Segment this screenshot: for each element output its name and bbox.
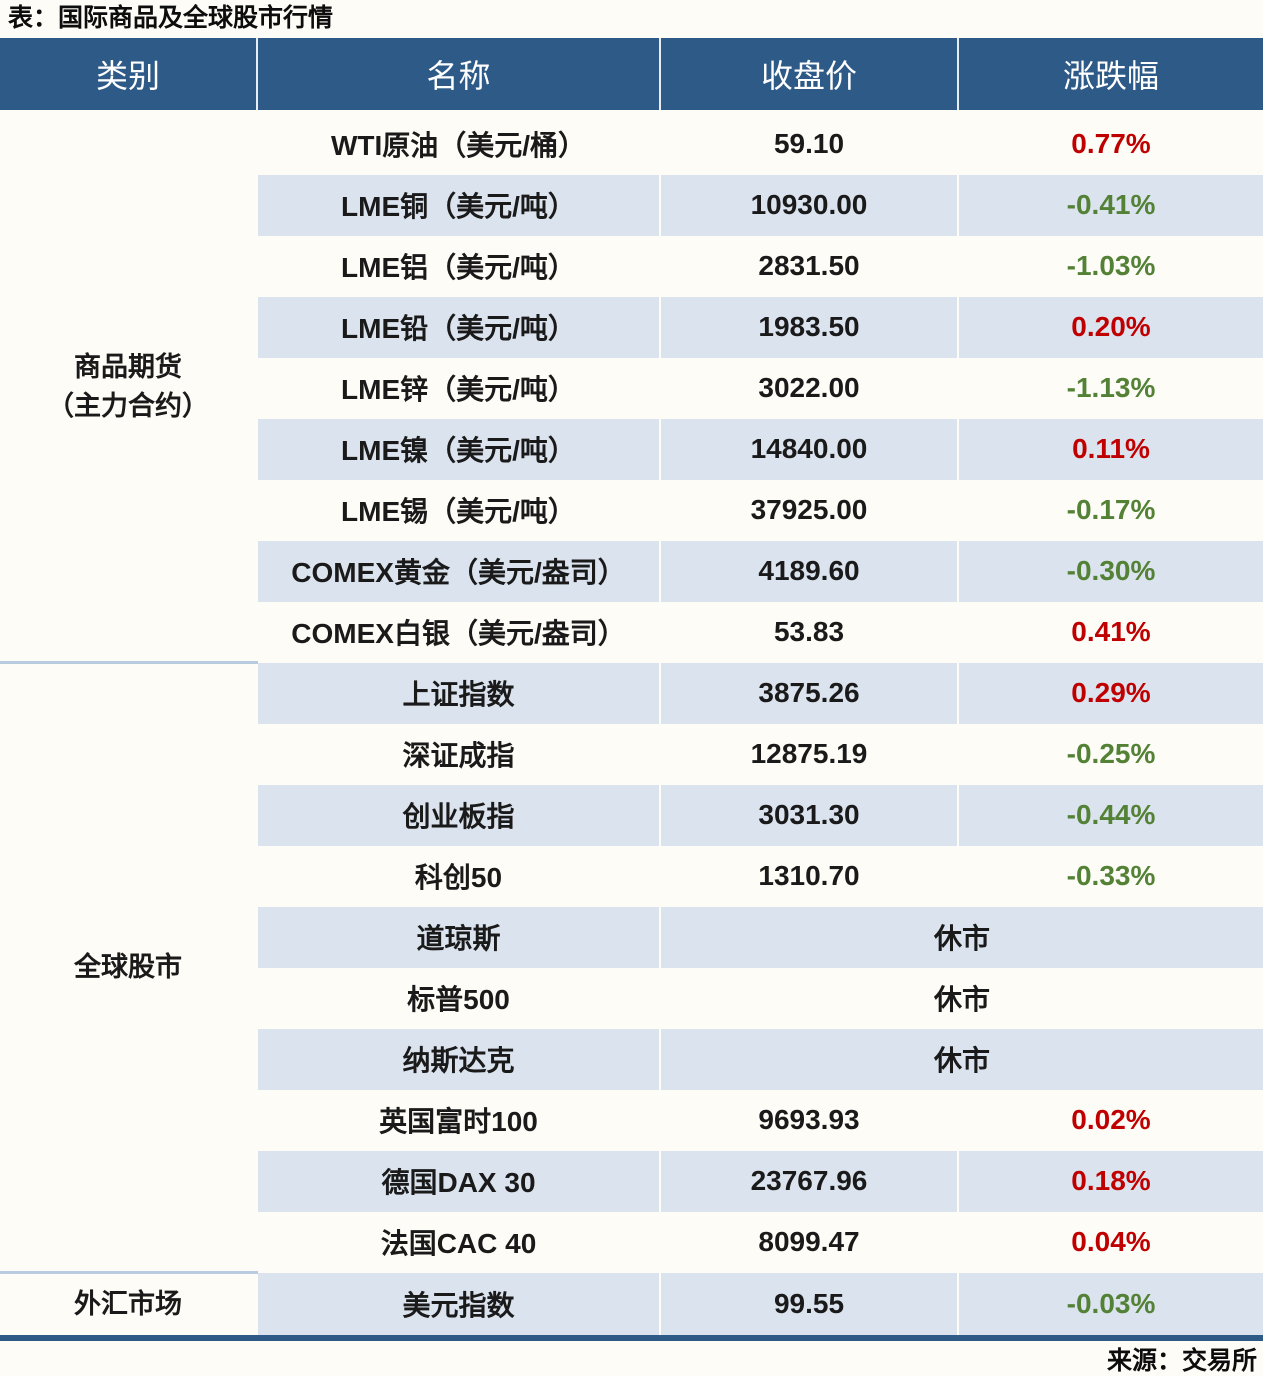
close-price-cell: 37925.00 xyxy=(660,479,959,541)
change-percent-cell: -0.30% xyxy=(958,540,1263,602)
table-row: 纳斯达克 休市 xyxy=(0,1028,1263,1090)
change-percent-cell: -1.13% xyxy=(1066,372,1156,403)
change-percent-cell: 0.04% xyxy=(1071,1226,1151,1257)
column-header-name: 名称 xyxy=(257,37,661,114)
table-row: 英国富时100 9693.93 0.02% xyxy=(0,1089,1263,1151)
table-header: 类别 名称 收盘价 涨跌幅 xyxy=(0,37,1263,114)
category-label-line: 商品期货 xyxy=(74,352,182,383)
close-price-cell: 3022.00 xyxy=(660,357,959,419)
instrument-name-cell: 法国CAC 40 xyxy=(257,1211,661,1273)
instrument-name-cell: COMEX白银（美元/盎司） xyxy=(257,601,661,663)
table-bottom-rule xyxy=(0,1335,1263,1341)
close-price-cell: 9693.93 xyxy=(660,1089,959,1151)
market-closed-cell: 休市 xyxy=(660,1028,1263,1090)
category-cell: 商品期货 （主力合约） xyxy=(0,111,258,664)
close-price-cell: 2831.50 xyxy=(660,235,959,297)
table-row: 标普500 休市 xyxy=(0,967,1263,1029)
close-price-cell: 23767.96 xyxy=(660,1150,959,1212)
close-price-cell: 1310.70 xyxy=(660,845,959,907)
change-percent-cell: -0.33% xyxy=(1066,860,1156,891)
instrument-name-cell: 标普500 xyxy=(257,967,661,1029)
change-percent-cell: -0.41% xyxy=(958,174,1263,236)
instrument-name-cell: LME铝（美元/吨） xyxy=(257,235,661,297)
table-body: 商品期货 （主力合约） WTI原油（美元/桶） 59.10 0.77% LME铜（美元/吨… xyxy=(0,111,1263,1335)
change-percent-cell: -0.25% xyxy=(1066,738,1156,769)
table-row: 创业板指 3031.30 -0.44% xyxy=(0,784,1263,846)
close-price-cell: 8099.47 xyxy=(660,1211,959,1273)
category-label-line: 全球股市 xyxy=(74,951,182,982)
instrument-name-cell: LME铜（美元/吨） xyxy=(257,174,661,236)
instrument-name-cell: 上证指数 xyxy=(257,662,661,724)
instrument-name-cell: 科创50 xyxy=(257,845,661,907)
close-price-cell: 4189.60 xyxy=(660,540,959,602)
category-label-line: （主力合约） xyxy=(47,391,209,422)
instrument-name-cell: 深证成指 xyxy=(257,723,661,785)
category-label-line: 外汇市场 xyxy=(74,1288,182,1319)
instrument-name-cell: 道琼斯 xyxy=(257,906,661,968)
change-percent-cell: 0.02% xyxy=(1071,1104,1151,1135)
change-percent-cell: -0.03% xyxy=(958,1272,1263,1335)
change-percent-cell: 0.77% xyxy=(1071,128,1151,159)
close-price-cell: 59.10 xyxy=(660,111,959,175)
instrument-name-cell: LME铅（美元/吨） xyxy=(257,296,661,358)
close-price-cell: 14840.00 xyxy=(660,418,959,480)
column-header-change: 涨跌幅 xyxy=(958,37,1263,114)
change-percent-cell: 0.29% xyxy=(958,662,1263,724)
table-row: 商品期货 （主力合约） WTI原油（美元/桶） 59.10 0.77% xyxy=(0,111,1263,664)
table-row: COMEX黄金（美元/盎司） 4189.60 -0.30% xyxy=(0,540,1263,602)
table-row: LME锡（美元/吨） 37925.00 -0.17% xyxy=(0,479,1263,541)
header-row: 类别 名称 收盘价 涨跌幅 xyxy=(0,37,1263,114)
table-row: 道琼斯 休市 xyxy=(0,906,1263,968)
instrument-name-cell: 创业板指 xyxy=(257,784,661,846)
close-price-cell: 12875.19 xyxy=(660,723,959,785)
change-percent-cell: -0.17% xyxy=(1066,494,1156,525)
table-row: 全球股市 上证指数 3875.26 0.29% xyxy=(0,662,1263,1274)
instrument-name-cell: 英国富时100 xyxy=(257,1089,661,1151)
instrument-name-cell: 德国DAX 30 xyxy=(257,1150,661,1212)
instrument-name-cell: 纳斯达克 xyxy=(257,1028,661,1090)
close-price-cell: 10930.00 xyxy=(660,174,959,236)
column-header-category: 类别 xyxy=(0,37,258,114)
page-title: 表：国际商品及全球股市行情 xyxy=(8,4,334,32)
table-row: 德国DAX 30 23767.96 0.18% xyxy=(0,1150,1263,1212)
table-row: LME铜（美元/吨） 10930.00 -0.41% xyxy=(0,174,1263,236)
close-price-cell: 53.83 xyxy=(660,601,959,663)
category-cell: 全球股市 xyxy=(0,662,258,1274)
change-percent-cell: 0.20% xyxy=(958,296,1263,358)
table-row: COMEX白银（美元/盎司） 53.83 0.41% xyxy=(0,601,1263,663)
table-row: LME铝（美元/吨） 2831.50 -1.03% xyxy=(0,235,1263,297)
close-price-cell: 1983.50 xyxy=(660,296,959,358)
table-row: 科创50 1310.70 -0.33% xyxy=(0,845,1263,907)
close-price-cell: 3875.26 xyxy=(660,662,959,724)
close-price-cell: 99.55 xyxy=(660,1272,959,1335)
table-row: LME锌（美元/吨） 3022.00 -1.13% xyxy=(0,357,1263,419)
instrument-name-cell: WTI原油（美元/桶） xyxy=(257,111,661,175)
instrument-name-cell: LME锡（美元/吨） xyxy=(257,479,661,541)
change-percent-cell: 0.11% xyxy=(958,418,1263,480)
change-percent-cell: 0.41% xyxy=(1071,616,1151,647)
instrument-name-cell: COMEX黄金（美元/盎司） xyxy=(257,540,661,602)
change-percent-cell: -1.03% xyxy=(1066,250,1156,281)
change-percent-cell: 0.18% xyxy=(958,1150,1263,1212)
column-header-close: 收盘价 xyxy=(660,37,959,114)
change-percent-cell: -0.44% xyxy=(958,784,1263,846)
instrument-name-cell: LME锌（美元/吨） xyxy=(257,357,661,419)
market-closed-cell: 休市 xyxy=(660,906,1263,968)
instrument-name-cell: LME镍（美元/吨） xyxy=(257,418,661,480)
table-row: LME镍（美元/吨） 14840.00 0.11% xyxy=(0,418,1263,480)
table-row: 深证成指 12875.19 -0.25% xyxy=(0,723,1263,785)
market-quote-table: 类别 名称 收盘价 涨跌幅 商品期货 （主力合约） WTI原油（美元/桶） 59.10… xyxy=(0,37,1263,1335)
table-row: 外汇市场 美元指数 99.55 -0.03% xyxy=(0,1272,1263,1335)
close-price-cell: 3031.30 xyxy=(660,784,959,846)
table-row: 法国CAC 40 8099.47 0.04% xyxy=(0,1211,1263,1273)
table-row: LME铅（美元/吨） 1983.50 0.20% xyxy=(0,296,1263,358)
source-label: 来源：交易所 xyxy=(1106,1347,1257,1375)
category-cell: 外汇市场 xyxy=(0,1272,258,1335)
instrument-name-cell: 美元指数 xyxy=(257,1272,661,1335)
market-closed-cell: 休市 xyxy=(933,984,990,1015)
